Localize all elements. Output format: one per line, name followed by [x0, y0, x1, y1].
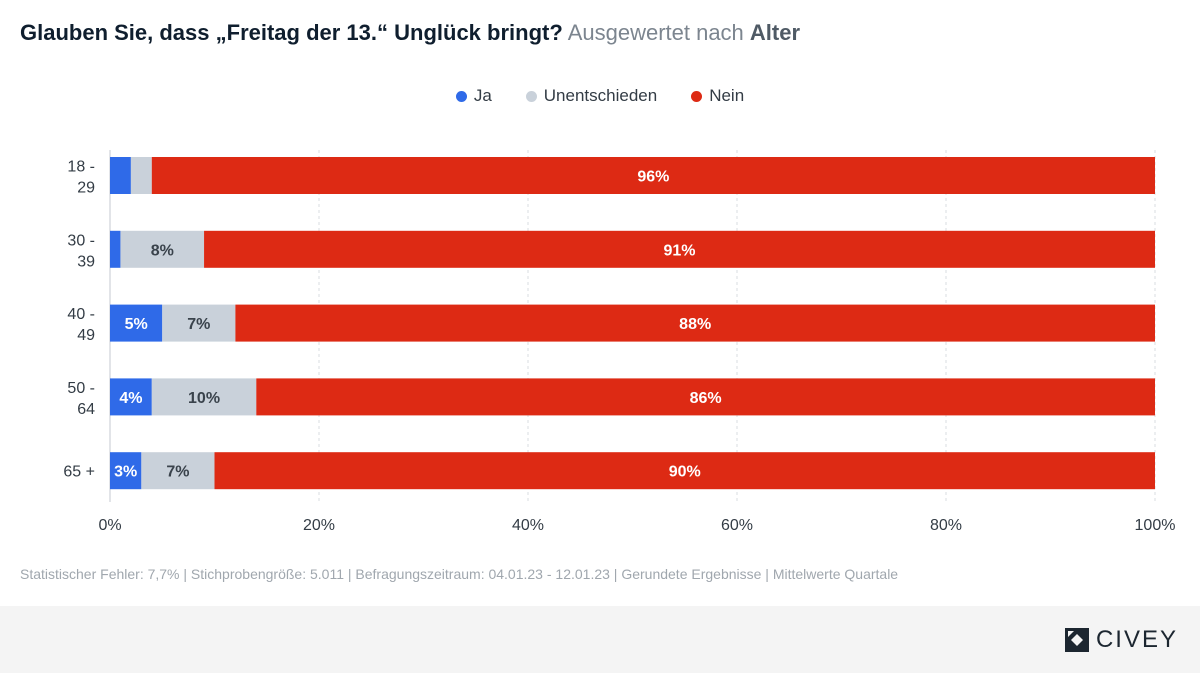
chart-title: Glauben Sie, dass „Freitag der 13.“ Ungl…	[20, 19, 800, 47]
bar-ja-1	[110, 230, 121, 268]
legend-item-ja[interactable]: Ja	[455, 86, 492, 106]
legend-dot-nein	[691, 90, 703, 102]
category-label-4: 65 +	[63, 464, 95, 481]
category-label-2: 40 -49	[67, 306, 95, 344]
data-label-ja-3: 4%	[119, 390, 142, 407]
category-label-3: 50 -64	[67, 380, 95, 418]
legend-label-nein: Nein	[709, 86, 745, 105]
legend-item-unentschieden[interactable]: Unentschieden	[525, 86, 658, 106]
bar-ja-2	[110, 304, 163, 342]
bar-ja-3	[110, 378, 152, 416]
legend-label-unentschieden: Unentschieden	[543, 86, 658, 105]
bar-unentschieden-1	[120, 230, 205, 268]
data-label-nein-0: 96%	[637, 169, 669, 186]
legend-label-ja: Ja	[473, 86, 492, 105]
brand[interactable]: CIVEY	[1064, 626, 1178, 654]
legend-item-nein[interactable]: Nein	[691, 86, 744, 106]
data-label-nein-4: 90%	[669, 464, 701, 481]
x-tick-label-0: 0%	[98, 517, 121, 534]
bar-unentschieden-3	[151, 378, 257, 416]
footer-bar: CIVEY	[0, 606, 1200, 673]
bar-nein-1	[204, 230, 1156, 268]
x-tick-label-80: 80%	[930, 517, 962, 534]
bar-nein-0	[151, 157, 1156, 194]
bar-nein-3	[256, 378, 1155, 416]
bar-unentschieden-4	[141, 452, 215, 490]
bar-nein-4	[214, 452, 1155, 490]
category-label-1: 30 -39	[67, 232, 95, 270]
brand-name: CIVEY	[1095, 626, 1178, 653]
data-label-unentschieden-2: 7%	[187, 316, 210, 333]
bar-unentschieden-0	[130, 157, 152, 194]
data-label-ja-2: 5%	[125, 316, 148, 333]
footnote: Statistischer Fehler: 7,7% | Stichproben…	[20, 566, 899, 582]
x-tick-label-60: 60%	[721, 517, 753, 534]
bar-ja-4	[110, 452, 142, 490]
data-label-unentschieden-1: 8%	[151, 242, 174, 259]
data-label-nein-1: 91%	[664, 242, 696, 259]
chart-legend: Ja Unentschieden Nein	[0, 86, 1200, 106]
legend-dot-ja	[455, 90, 467, 102]
x-tick-label-40: 40%	[512, 517, 544, 534]
stacked-bar-chart: 0% 20% 40% 60% 80% 100% 18 -29 96% 30 -39 8% 91% 40…	[63, 150, 1176, 534]
x-tick-label-100: 100%	[1135, 517, 1176, 534]
x-tick-label-20: 20%	[303, 517, 335, 534]
subtitle-prefix: Ausgewertet nach	[567, 20, 744, 45]
data-label-ja-4: 3%	[114, 464, 137, 481]
data-label-nein-3: 86%	[690, 390, 722, 407]
data-label-unentschieden-3: 10%	[188, 390, 220, 407]
data-label-nein-2: 88%	[679, 316, 711, 333]
legend-dot-unentschieden	[525, 90, 537, 102]
bar-ja-0	[110, 157, 131, 194]
bar-unentschieden-2	[162, 304, 236, 342]
data-label-unentschieden-4: 7%	[166, 464, 189, 481]
bar-nein-2	[235, 304, 1155, 342]
civey-logo-icon	[1064, 628, 1089, 652]
question-text: Glauben Sie, dass „Freitag der 13.“ Ungl…	[20, 20, 563, 45]
subtitle-dimension: Alter	[749, 20, 801, 45]
category-label-0: 18 -29	[67, 159, 95, 197]
